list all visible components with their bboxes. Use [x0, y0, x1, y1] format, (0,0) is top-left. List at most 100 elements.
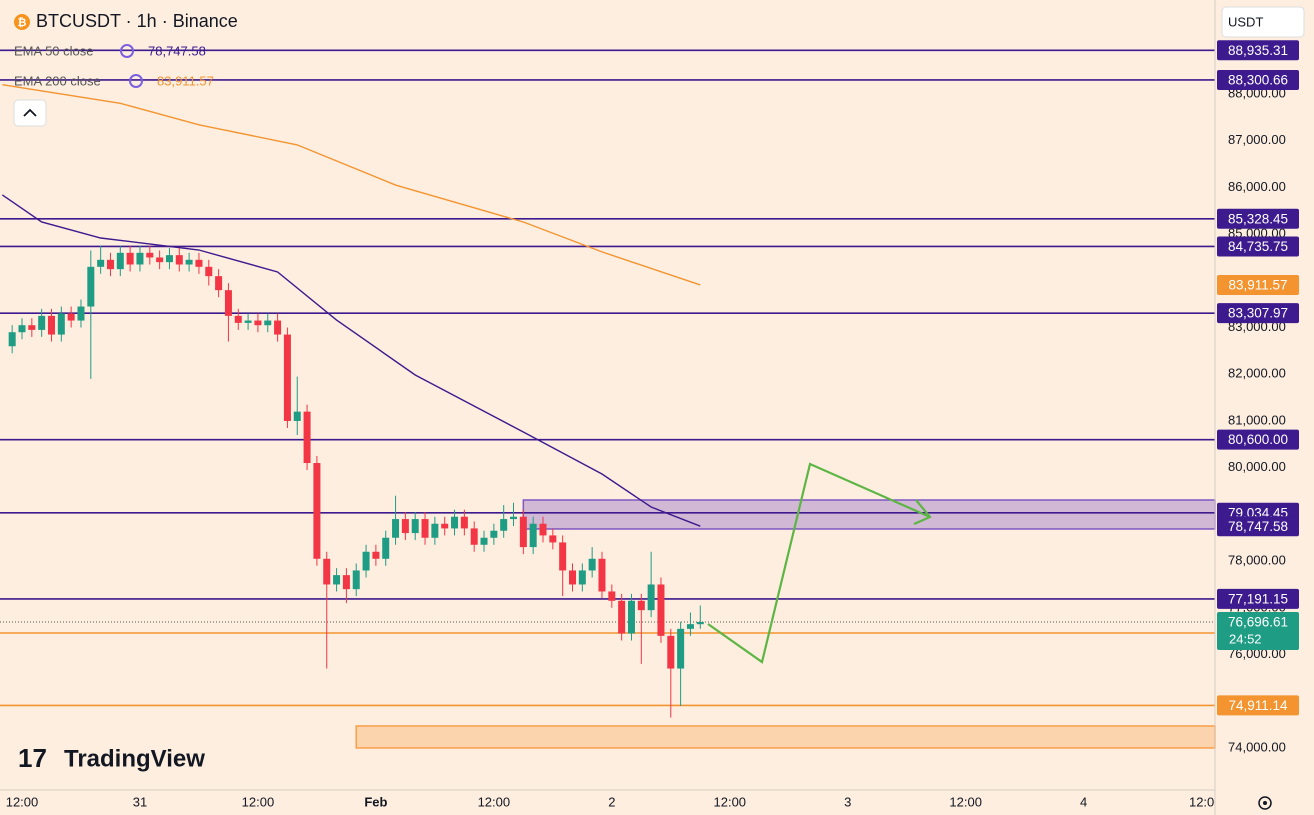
price-tag: [1217, 429, 1299, 450]
candle-body: [116, 252, 124, 270]
x-tick-label: 12:00: [242, 794, 275, 809]
candle-body: [205, 266, 213, 277]
candle-body: [667, 635, 675, 669]
candle-body: [431, 523, 439, 538]
candle-body: [500, 519, 508, 531]
price-tag: [1217, 516, 1299, 537]
candle-body: [529, 523, 537, 548]
y-tick-label: 82,000.00: [1228, 366, 1286, 381]
price-tag-label: 83,307.97: [1228, 306, 1288, 321]
candle-body: [244, 320, 252, 323]
price-tag-label: 84,735.75: [1228, 239, 1288, 254]
candle-body: [627, 600, 635, 634]
candle-body: [323, 558, 331, 585]
price-tag-label: 78,747.58: [1228, 519, 1288, 534]
candle-body: [510, 516, 518, 520]
y-tick-label: 80,000.00: [1228, 459, 1286, 474]
candle-body: [97, 259, 105, 267]
candle-body: [677, 628, 685, 669]
candle-body: [77, 306, 85, 321]
y-tick-label: 74,000.00: [1228, 739, 1286, 754]
x-tick-label: 12:00: [6, 794, 39, 809]
collapse-button[interactable]: [13, 99, 47, 127]
candle-body: [588, 558, 596, 571]
candle-body: [156, 257, 164, 263]
candle-body: [215, 276, 223, 291]
price-tag: [1217, 69, 1299, 90]
x-tick-label: 12:00: [714, 794, 747, 809]
price-tag: [1217, 588, 1299, 609]
candle-body: [559, 542, 567, 571]
legend-ema50: EMA 50 close: [14, 43, 94, 58]
price-tag-label: 88,935.31: [1228, 43, 1288, 58]
price-tag-label: 76,696.61: [1228, 615, 1288, 630]
candle-body: [441, 523, 449, 529]
candle-body: [67, 313, 75, 321]
price-tag: [1217, 236, 1299, 257]
candle-body: [647, 584, 655, 611]
x-tick-label: 2: [608, 794, 615, 809]
candle-body: [293, 411, 301, 421]
price-tag-label: 74,911.14: [1228, 698, 1288, 713]
settings-icon[interactable]: [1258, 796, 1272, 810]
brand: TradingView: [64, 745, 205, 772]
candle-body: [578, 570, 586, 585]
price-tag: [1217, 274, 1299, 295]
candle-body: [47, 315, 55, 335]
candle-body: [28, 325, 36, 330]
candle-body: [618, 600, 626, 634]
candle-body: [568, 570, 576, 585]
symbol-title: BTCUSDT · 1h · Binance: [36, 11, 238, 31]
btc-glyph: ₿: [18, 17, 27, 29]
candle-body: [87, 266, 95, 307]
x-tick-label: 12:0: [1189, 794, 1214, 809]
candle-body: [451, 516, 459, 529]
candle-body: [106, 259, 114, 270]
candle-body: [185, 259, 193, 265]
zone: [355, 725, 1216, 749]
candle-body: [362, 551, 370, 571]
candle-body: [283, 334, 291, 421]
price-tag-label: 77,191.15: [1228, 591, 1288, 606]
candle-body: [519, 516, 527, 548]
candle-body: [274, 320, 282, 335]
candle-body: [175, 255, 183, 265]
legend-icon: [129, 74, 143, 88]
candle-body: [254, 320, 262, 326]
candle-body: [126, 252, 134, 265]
ema-line: [1, 194, 701, 527]
settings-dot: [1263, 801, 1267, 805]
candle-body: [136, 252, 144, 265]
ema-line: [2, 83, 701, 286]
candle-body: [333, 575, 341, 585]
candle-body: [696, 621, 704, 625]
price-tag: [1217, 611, 1299, 650]
candle-body: [57, 313, 65, 335]
currency-button[interactable]: [1221, 6, 1305, 38]
countdown: 24:52: [1229, 631, 1262, 646]
zone: [522, 499, 1216, 530]
candle-body: [480, 537, 488, 545]
price-tag: [1217, 695, 1299, 716]
candle-body: [401, 519, 409, 534]
candle-body: [8, 332, 16, 347]
candle-body: [372, 551, 380, 559]
x-tick-label: Feb: [364, 794, 387, 809]
tv-logo-mark: 17: [18, 743, 47, 773]
candle-body: [657, 584, 665, 636]
candle-body: [460, 516, 468, 529]
candle-body: [165, 255, 173, 263]
candle-body: [146, 252, 154, 258]
candle-body: [686, 624, 694, 629]
x-tick-label: 3: [844, 794, 851, 809]
y-tick-label: 86,000.00: [1228, 179, 1286, 194]
y-tick-label: 78,000.00: [1228, 553, 1286, 568]
candle-body: [264, 320, 272, 326]
projection-arrow: [707, 462, 932, 664]
x-tick-label: 12:00: [478, 794, 511, 809]
candle-body: [382, 537, 390, 559]
price-tag: [1217, 208, 1299, 229]
